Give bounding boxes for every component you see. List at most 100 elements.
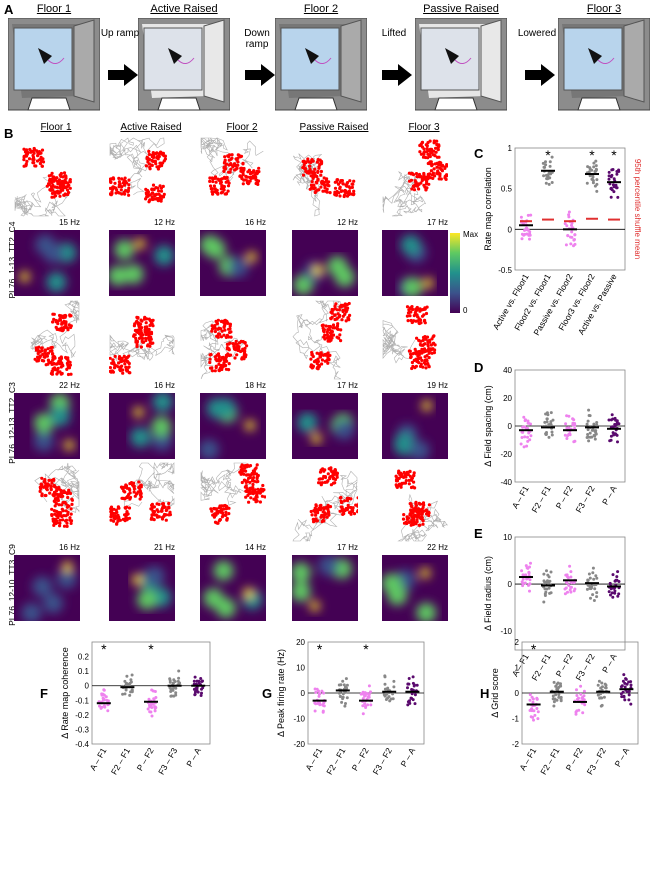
data-point [551, 694, 555, 698]
stage-label: Floor 3 [586, 3, 622, 15]
data-point [549, 411, 553, 415]
data-point [595, 595, 599, 599]
panel-letter: D [474, 360, 483, 375]
data-point [547, 182, 551, 186]
data-point [612, 190, 616, 194]
data-point [369, 690, 372, 694]
data-point [528, 237, 531, 241]
arena-diagram [8, 18, 100, 111]
category-label: A – F1 [510, 652, 531, 679]
data-point [575, 688, 578, 692]
data-point [359, 692, 363, 696]
data-point [587, 414, 591, 417]
data-point [129, 678, 133, 682]
data-point [595, 576, 599, 580]
data-point [610, 425, 614, 429]
arrow-icon [245, 64, 275, 86]
data-point [620, 684, 624, 688]
trajectory-plot [292, 466, 358, 542]
data-point [585, 587, 589, 591]
data-point [550, 181, 554, 184]
y-tick-label: 20 [503, 394, 512, 403]
data-point [555, 682, 559, 686]
data-point [604, 683, 608, 687]
peak-rate: 16 Hz [59, 543, 80, 552]
category-label: P – A [600, 652, 619, 675]
y-tick-label: -40 [500, 478, 512, 487]
trajectory-plot [109, 137, 167, 204]
data-point [552, 680, 556, 684]
data-point [566, 234, 570, 237]
data-point [532, 718, 535, 722]
data-point [523, 581, 527, 585]
data-point [577, 696, 580, 700]
peak-rate: 12 Hz [154, 218, 175, 227]
rate-map [14, 230, 80, 296]
y-tick-label: 40 [503, 366, 512, 375]
data-point [152, 698, 156, 701]
category-label: F2 – F1 [109, 746, 132, 777]
data-point [195, 689, 199, 693]
data-point [593, 437, 597, 441]
data-point [551, 418, 555, 422]
category-label: P – F2 [554, 484, 575, 511]
data-point [559, 682, 562, 686]
data-point [410, 688, 414, 692]
data-point [526, 435, 529, 439]
data-point [608, 581, 612, 585]
panel-letter: F [40, 686, 48, 701]
data-point [544, 412, 548, 416]
data-point [621, 679, 625, 683]
data-point [567, 414, 571, 418]
data-point [383, 694, 387, 698]
data-point [98, 704, 101, 708]
data-point [536, 717, 540, 721]
data-point [369, 703, 373, 707]
chart-D: D -40 -20 0 20 40 Δ Field spacing (cm) A – F1F2… [474, 360, 626, 514]
data-point [547, 171, 551, 175]
data-point [525, 444, 529, 448]
y-axis-label: Δ Field radius (cm) [483, 556, 493, 631]
data-point [612, 433, 616, 437]
y-tick-label: 1 [508, 144, 513, 153]
significance-star: * [531, 641, 537, 657]
data-point [564, 586, 568, 590]
peak-rate: 12 Hz [337, 218, 358, 227]
data-point [616, 570, 620, 574]
data-point [594, 167, 598, 171]
data-point [406, 686, 409, 690]
data-point [548, 160, 552, 164]
data-point [591, 181, 595, 185]
data-point [572, 418, 576, 422]
column-header: Passive Raised [299, 122, 369, 133]
data-point [106, 709, 110, 713]
peak-rate: 15 Hz [59, 218, 80, 227]
data-point [519, 442, 523, 446]
data-point [533, 713, 537, 717]
trajectory-plot [109, 315, 175, 375]
data-point [592, 161, 596, 165]
data-point [567, 213, 571, 217]
data-point [610, 413, 614, 417]
data-point [148, 705, 152, 709]
stage-label: Passive Raised [423, 3, 499, 15]
data-point [610, 168, 614, 172]
y-tick-label: -0.4 [75, 740, 89, 749]
arena-diagram [275, 18, 367, 111]
data-point [526, 213, 530, 217]
data-point [550, 433, 554, 437]
data-point [607, 170, 611, 174]
data-point [563, 592, 567, 596]
data-point [318, 703, 322, 707]
data-point [550, 430, 554, 434]
trajectory-plot [200, 137, 264, 196]
peak-rate: 16 Hz [154, 381, 175, 390]
colorbar-min: 0 [463, 306, 468, 315]
y-axis-label: Δ Peak firing rate (Hz) [276, 649, 286, 737]
data-point [573, 233, 577, 237]
data-point [322, 701, 326, 705]
data-point [591, 571, 595, 575]
rate-map [109, 555, 175, 621]
data-point [407, 677, 411, 680]
